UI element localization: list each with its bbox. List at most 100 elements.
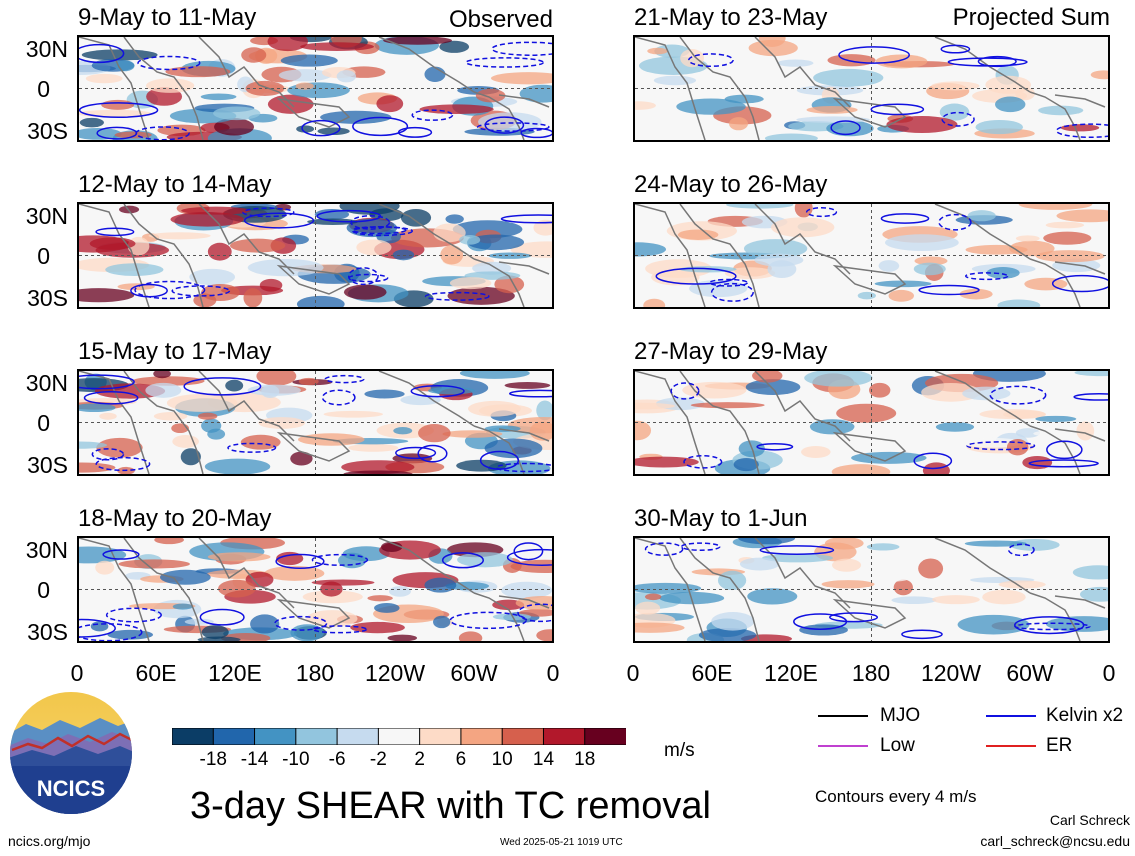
shear-anomaly-blob xyxy=(418,424,451,443)
legend-low-line xyxy=(818,745,868,747)
shear-anomaly-blob xyxy=(225,379,244,392)
kelvin-contour xyxy=(105,607,162,623)
kelvin-contour xyxy=(517,603,552,623)
shear-anomaly-blob xyxy=(459,371,530,379)
shear-anomaly-blob xyxy=(101,99,135,110)
shear-anomaly-blob xyxy=(1079,586,1108,602)
shear-anomaly-blob xyxy=(677,229,719,240)
coastline xyxy=(679,37,760,140)
kelvin-contour xyxy=(311,553,369,566)
coastline xyxy=(276,431,351,462)
kelvin-contour xyxy=(79,618,116,638)
shear-anomaly-blob xyxy=(935,422,975,432)
shear-anomaly-blob xyxy=(374,603,400,613)
legend-mjo-line xyxy=(818,715,868,717)
coastline xyxy=(754,371,851,442)
shear-field-svg xyxy=(79,204,552,307)
shear-map-panel-8 xyxy=(633,536,1110,643)
shear-anomaly-blob xyxy=(201,284,240,302)
shear-anomaly-blob xyxy=(821,580,875,589)
shear-anomaly-blob xyxy=(153,371,171,379)
shear-anomaly-blob xyxy=(296,295,345,307)
colorbar-swatch xyxy=(295,727,339,746)
colorbar-swatch xyxy=(212,727,256,746)
shear-anomaly-blob xyxy=(165,66,231,78)
shear-anomaly-blob xyxy=(809,419,855,435)
shear-anomaly-blob xyxy=(762,553,834,563)
coastline xyxy=(1054,94,1106,108)
shear-anomaly-blob xyxy=(381,541,403,553)
shear-anomaly-blob xyxy=(635,622,685,633)
shear-anomaly-blob xyxy=(729,117,748,131)
shear-anomaly-blob xyxy=(827,54,876,67)
shear-anomaly-blob xyxy=(1038,105,1084,116)
coastline xyxy=(198,204,295,275)
kelvin-contour xyxy=(479,450,520,470)
kelvin-contour xyxy=(301,119,341,137)
shear-anomaly-blob xyxy=(635,582,702,594)
shear-anomaly-blob xyxy=(458,631,483,641)
coastline xyxy=(832,598,907,629)
kelvin-contour xyxy=(506,548,552,566)
kelvin-contour xyxy=(227,442,277,453)
kelvin-contour xyxy=(901,629,943,640)
colorbar-swatch xyxy=(336,727,380,746)
coastline xyxy=(276,264,351,295)
shear-anomaly-blob xyxy=(914,256,948,266)
kelvin-contour xyxy=(1051,274,1108,293)
shear-anomaly-blob xyxy=(504,381,551,389)
shear-anomaly-blob xyxy=(427,386,475,395)
shear-anomaly-blob xyxy=(738,538,796,545)
shear-anomaly-blob xyxy=(824,538,864,550)
kelvin-contour xyxy=(1046,440,1083,460)
coastline xyxy=(635,204,706,307)
colorbar-svg xyxy=(171,727,627,746)
kelvin-contour xyxy=(83,391,139,405)
coastline xyxy=(123,371,204,474)
coastline xyxy=(473,258,525,307)
shear-anomaly-blob xyxy=(705,75,770,90)
shear-anomaly-blob xyxy=(1006,438,1029,456)
shear-anomaly-blob xyxy=(243,288,263,307)
kelvin-contour xyxy=(316,209,382,223)
shear-map-panel-5 xyxy=(633,35,1110,142)
shear-field-svg xyxy=(635,538,1108,641)
shear-anomaly-blob xyxy=(767,260,797,279)
shear-anomaly-blob xyxy=(323,410,383,418)
coastline xyxy=(79,37,150,140)
kelvin-contour xyxy=(500,214,552,224)
shear-anomaly-blob xyxy=(743,239,808,259)
shear-anomaly-blob xyxy=(267,37,308,52)
shear-anomaly-blob xyxy=(99,412,117,420)
panel-title-6: 24-May to 26-May xyxy=(634,171,828,198)
legend-kelvin-line xyxy=(986,715,1036,717)
shear-anomaly-blob xyxy=(764,133,818,140)
shear-anomaly-blob xyxy=(724,94,764,104)
shear-anomaly-blob xyxy=(241,47,267,63)
shear-anomaly-blob xyxy=(302,590,363,604)
shear-anomaly-blob xyxy=(1003,410,1046,419)
kelvin-contour xyxy=(411,109,454,121)
kelvin-contour xyxy=(829,612,878,623)
shear-anomaly-blob xyxy=(445,214,464,224)
shear-field-svg xyxy=(79,37,552,140)
shear-anomaly-blob xyxy=(166,393,238,412)
coastline xyxy=(1054,595,1106,609)
shear-anomaly-blob xyxy=(250,614,280,634)
shear-anomaly-blob xyxy=(832,558,862,572)
kelvin-contour xyxy=(520,127,552,139)
kelvin-contour xyxy=(79,374,135,390)
shear-anomaly-blob xyxy=(457,552,513,568)
kelvin-contour xyxy=(91,448,125,461)
shear-anomaly-blob xyxy=(290,624,324,641)
shear-anomaly-blob xyxy=(258,417,306,429)
shear-anomaly-blob xyxy=(280,54,338,67)
shear-anomaly-blob xyxy=(635,402,676,410)
shear-anomaly-blob xyxy=(1076,421,1095,441)
y-tick-0: 0 xyxy=(37,577,50,603)
shear-anomaly-blob xyxy=(913,262,946,276)
shear-anomaly-blob xyxy=(801,446,831,458)
panel-title-8: 30-May to 1-Jun xyxy=(634,505,808,532)
kelvin-contour xyxy=(79,623,143,641)
shear-anomaly-blob xyxy=(245,571,274,588)
